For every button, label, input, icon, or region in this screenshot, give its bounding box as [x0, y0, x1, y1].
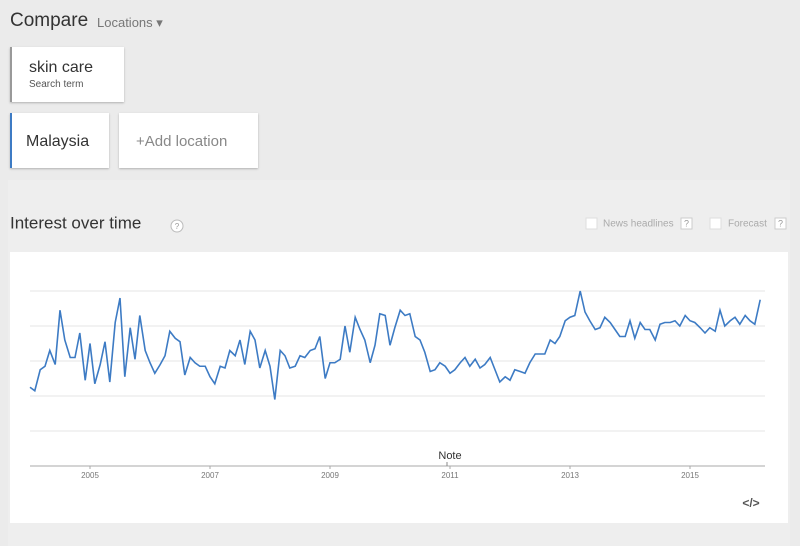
add-location-label: +Add location [136, 133, 228, 150]
news-label: News headlines [603, 219, 674, 230]
chart-title: Interest over time [10, 213, 141, 232]
locations-label: Locations [97, 15, 153, 30]
news-help[interactable] [680, 217, 693, 230]
location-name: Malaysia [26, 133, 90, 150]
line-series [29, 290, 761, 400]
embed-icon[interactable]: </> [742, 496, 759, 510]
x-tick-label: 2015 [681, 471, 699, 480]
x-tick-label: 2013 [561, 471, 579, 480]
term-subtitle: Search term [29, 79, 84, 90]
help-icon[interactable] [170, 219, 184, 233]
compare-title: Compare [10, 10, 89, 31]
x-tick-label: 2009 [321, 471, 339, 480]
news-checkbox[interactable] [585, 217, 598, 230]
x-tick-label: 2011 [441, 471, 459, 480]
news-help-text: ? [684, 218, 689, 228]
forecast-help[interactable] [774, 217, 787, 230]
forecast-checkbox[interactable] [709, 217, 722, 230]
x-tick-label: 2007 [201, 471, 219, 480]
locations-dropdown[interactable]: Locations ▾ [97, 15, 163, 30]
location-card[interactable]: Malaysia [10, 113, 109, 168]
term-card[interactable]: skin care Search term [10, 47, 124, 102]
annotation: Note [438, 450, 461, 462]
term-name: skin care [29, 59, 94, 76]
forecast-label: Forecast [728, 219, 767, 230]
forecast-help-text: ? [778, 218, 783, 228]
chart-area [10, 252, 788, 523]
x-tick-label: 2005 [81, 471, 99, 480]
help-text: ? [175, 222, 180, 231]
add-location[interactable]: +Add location [119, 113, 258, 168]
